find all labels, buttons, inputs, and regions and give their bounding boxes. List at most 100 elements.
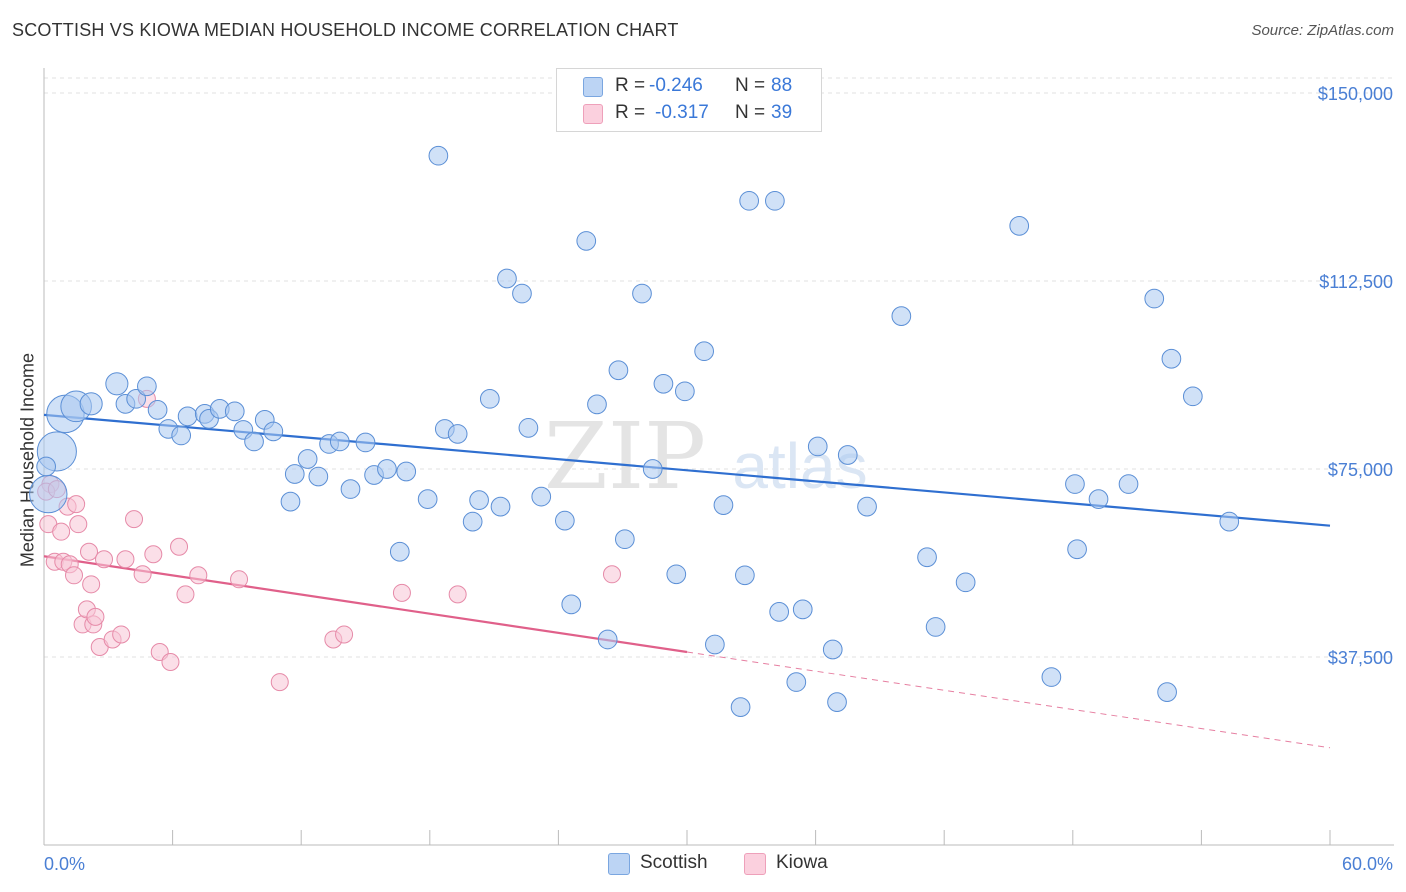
scottish-point-9 [147, 400, 168, 420]
scottish-point-18 [244, 431, 264, 452]
stats-box: R = -0.246 N = 88 R = -0.317 N = 39 [556, 68, 822, 132]
stats-row-kiowa: R = -0.317 N = 39 [557, 102, 821, 126]
scottish-point-72 [891, 306, 912, 326]
kiowa-point-19 [112, 625, 131, 644]
n-label: N = [735, 75, 766, 96]
scottish-point-53 [642, 459, 663, 479]
scottish-point-57 [694, 341, 714, 362]
watermark-atlas: atlas [732, 430, 867, 502]
n-value: 88 [771, 75, 793, 96]
r-value: -0.317 [655, 102, 709, 123]
kiowa-point-7 [65, 566, 84, 585]
scottish-point-26 [329, 431, 350, 452]
kiowa-point-26 [161, 653, 180, 672]
kiowa-swatch [583, 104, 603, 124]
scottish-point-71 [857, 496, 877, 517]
kiowa-point-27 [170, 537, 189, 556]
scottish-point-47 [576, 231, 597, 251]
kiowa-point-31 [270, 673, 289, 692]
scottish-point-74 [925, 617, 946, 637]
scottish-point-33 [417, 489, 438, 509]
kiowa-legend-swatch [744, 853, 766, 875]
grid-lines [44, 77, 1394, 658]
scottish-point-12 [177, 406, 198, 427]
scottish-point-77 [1041, 667, 1062, 687]
kiowa-point-29 [189, 566, 208, 585]
scottish-point-52 [632, 283, 652, 304]
scottish-point-80 [1088, 489, 1109, 509]
scottish-point-36 [447, 424, 468, 444]
scottish-point-84 [1161, 348, 1182, 369]
kiowa-point-3 [52, 522, 71, 541]
scottish-legend-swatch [608, 853, 630, 875]
scottish-point-51 [614, 529, 635, 550]
y-tick-label-0: $37,500 [1328, 648, 1393, 668]
scottish-point-61 [735, 565, 755, 586]
kiowa-point-13 [82, 575, 101, 594]
scottish-point-23 [297, 449, 318, 469]
scottish-point-79 [1067, 539, 1087, 560]
scottish-point-55 [666, 564, 687, 585]
scottish-point-42 [512, 283, 532, 304]
y-tick-label-1: $75,000 [1328, 460, 1393, 480]
scottish-point-48 [587, 394, 607, 415]
scottish-point-67 [807, 436, 828, 457]
r-label: R = [615, 75, 646, 96]
scottish-point-70 [837, 445, 858, 465]
kiowa-point-30 [230, 570, 249, 589]
scottish-point-75 [955, 572, 976, 593]
scottish-point-31 [389, 541, 410, 562]
kiowa-point-28 [176, 585, 195, 604]
scottish-point-43 [518, 418, 539, 438]
scottish-point-68 [822, 639, 843, 660]
kiowa-trend-extension [686, 651, 1331, 749]
scottish-point-66 [792, 599, 813, 620]
kiowa-point-24 [144, 545, 163, 564]
kiowa-point-22 [133, 565, 152, 584]
scottish-point-40 [490, 496, 511, 517]
stats-row-scottish: R = -0.246 N = 88 [557, 75, 821, 99]
kiowa-point-35 [448, 585, 467, 604]
y-tick-label-2: $112,500 [1319, 272, 1393, 292]
scottish-point-50 [608, 360, 629, 381]
kiowa-point-33 [335, 625, 354, 644]
scottish-point-81 [1118, 474, 1139, 494]
legend-label: Scottish [640, 852, 708, 873]
kiowa-point-20 [116, 550, 135, 569]
data-points [29, 145, 1240, 717]
scottish-point-59 [713, 495, 734, 515]
scottish-point-27 [340, 479, 361, 499]
scottish-point-24 [308, 466, 329, 487]
scottish-point-56 [675, 381, 695, 402]
scottish-point-60 [730, 697, 751, 717]
kiowa-point-12 [80, 542, 99, 561]
chart-title: SCOTTISH VS KIOWA MEDIAN HOUSEHOLD INCOM… [12, 20, 679, 40]
scottish-swatch [583, 77, 603, 97]
axes [43, 68, 1394, 846]
scottish-point-32 [396, 461, 417, 482]
scottish-point-41 [497, 268, 517, 289]
kiowa-point-34 [392, 583, 411, 602]
scottish-point-28 [355, 432, 376, 453]
scottish-point-16 [224, 401, 245, 422]
scottish-point-0 [29, 474, 68, 514]
scottish-point-62 [739, 190, 760, 211]
scottish-point-82 [1144, 288, 1165, 309]
scottish-point-21 [280, 491, 301, 512]
scottish-point-46 [561, 594, 582, 615]
scottish-point-69 [827, 692, 847, 712]
legend-label: Kiowa [776, 852, 828, 873]
scottish-point-44 [531, 486, 552, 507]
watermark-zip: ZIP [544, 403, 706, 510]
x-tick-label-max: 60.0% [1342, 854, 1393, 874]
r-value: -0.246 [649, 75, 703, 96]
scottish-point-64 [769, 602, 790, 622]
scottish-point-87 [36, 456, 56, 477]
scottish-point-76 [1009, 216, 1030, 236]
scottish-point-49 [597, 629, 618, 650]
scottish-point-58 [705, 634, 725, 655]
r-label: R = [615, 102, 646, 123]
scottish-point-85 [1182, 386, 1203, 407]
scottish-point-34 [428, 145, 449, 166]
